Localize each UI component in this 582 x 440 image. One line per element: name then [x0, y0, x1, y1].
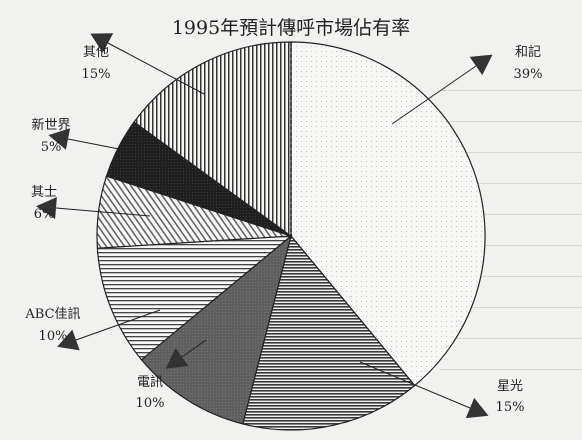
slice-value-label: 15% — [82, 67, 111, 82]
slice-label: 電訊 — [137, 375, 163, 390]
chart-title: 1995年預計傳呼市場佔有率 — [172, 17, 410, 39]
pie-slice — [133, 41, 292, 238]
slice-value-label: 5% — [41, 140, 62, 155]
pie-slice — [290, 41, 486, 387]
slice-value-label: 39% — [514, 67, 543, 82]
label-arrow-icon — [165, 348, 189, 369]
pie-slices — [96, 41, 486, 431]
leader-line — [55, 207, 151, 217]
leader-line — [75, 309, 161, 341]
leader-line — [107, 42, 205, 95]
label-arrow-icon — [465, 397, 489, 419]
slice-value-label: 15% — [496, 400, 525, 415]
slice-label: 和記 — [515, 44, 541, 60]
leader-line — [181, 339, 207, 358]
slice-value-label: 6% — [34, 207, 55, 222]
label-arrow-icon — [48, 128, 71, 150]
slice-value-label: 10% — [39, 329, 68, 344]
label-arrow-icon — [36, 197, 57, 219]
leader-line — [391, 65, 477, 125]
slice-label: 星光 — [497, 379, 523, 394]
label-arrow-icon — [57, 329, 80, 351]
leader-line — [67, 138, 125, 151]
slice-label: 其他 — [83, 45, 109, 60]
leader-line — [359, 361, 471, 409]
slice-label: 其士 — [31, 185, 57, 200]
pie-slice — [242, 234, 416, 431]
pie-slice — [96, 235, 293, 361]
scan-bleed-lines — [440, 60, 582, 440]
slice-label: 新世界 — [31, 117, 70, 133]
label-arrow-icon — [90, 33, 114, 53]
pie-labels: 和記 39% 星光 15% 電訊 10% ABC佳訊 10% 其士 6% 新世界 5% 其他 15% — [24, 33, 543, 419]
label-arrow-icon — [469, 54, 493, 76]
slice-value-label: 10% — [136, 396, 165, 411]
slice-label: ABC佳訊 — [24, 307, 80, 322]
pie-slice — [140, 234, 293, 425]
